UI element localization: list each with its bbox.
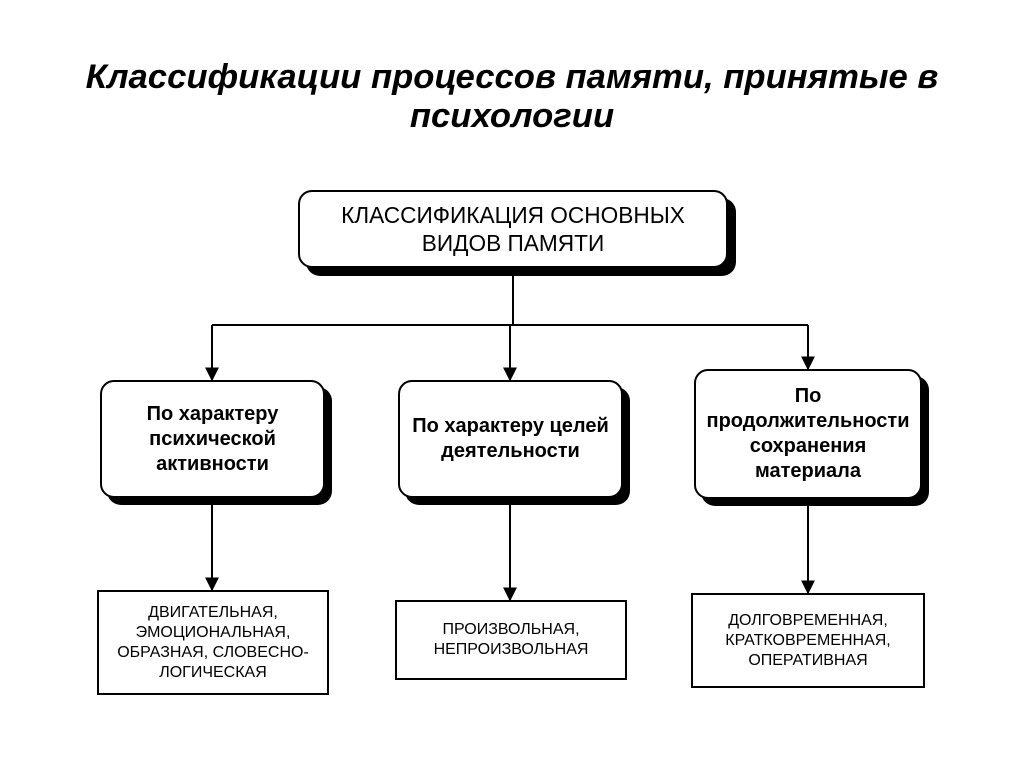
- types-duration-label: ДОЛГОВРЕМЕННАЯ, КРАТКОВРЕМЕННАЯ, ОПЕРАТИ…: [703, 611, 913, 671]
- diagram-canvas: Классификации процессов памяти, принятые…: [0, 0, 1024, 767]
- types-activity-box: ДВИГАТЕЛЬНАЯ, ЭМОЦИОНАЛЬНАЯ, ОБРАЗНАЯ, С…: [97, 590, 329, 695]
- types-goals-box: ПРОИЗВОЛЬНАЯ, НЕПРОИЗВОЛЬНАЯ: [395, 600, 627, 680]
- types-goals-label: ПРОИЗВОЛЬНАЯ, НЕПРОИЗВОЛЬНАЯ: [407, 620, 615, 660]
- page-title: Классификации процессов памяти, принятые…: [0, 58, 1024, 136]
- criterion-goals-label: По характеру целей деятельности: [410, 414, 611, 464]
- criterion-duration-box: По продолжительности сохранения материал…: [694, 369, 922, 499]
- types-activity-label: ДВИГАТЕЛЬНАЯ, ЭМОЦИОНАЛЬНАЯ, ОБРАЗНАЯ, С…: [109, 603, 317, 683]
- root-box: КЛАССИФИКАЦИЯ ОСНОВНЫХ ВИДОВ ПАМЯТИ: [298, 190, 728, 268]
- root-label: КЛАССИФИКАЦИЯ ОСНОВНЫХ ВИДОВ ПАМЯТИ: [310, 201, 716, 258]
- types-duration-box: ДОЛГОВРЕМЕННАЯ, КРАТКОВРЕМЕННАЯ, ОПЕРАТИ…: [691, 593, 925, 688]
- criterion-activity-label: По характеру психической активности: [112, 402, 313, 477]
- criterion-activity-box: По характеру психической активности: [100, 380, 325, 498]
- criterion-goals-box: По характеру целей деятельности: [398, 380, 623, 498]
- criterion-duration-label: По продолжительности сохранения материал…: [706, 384, 910, 484]
